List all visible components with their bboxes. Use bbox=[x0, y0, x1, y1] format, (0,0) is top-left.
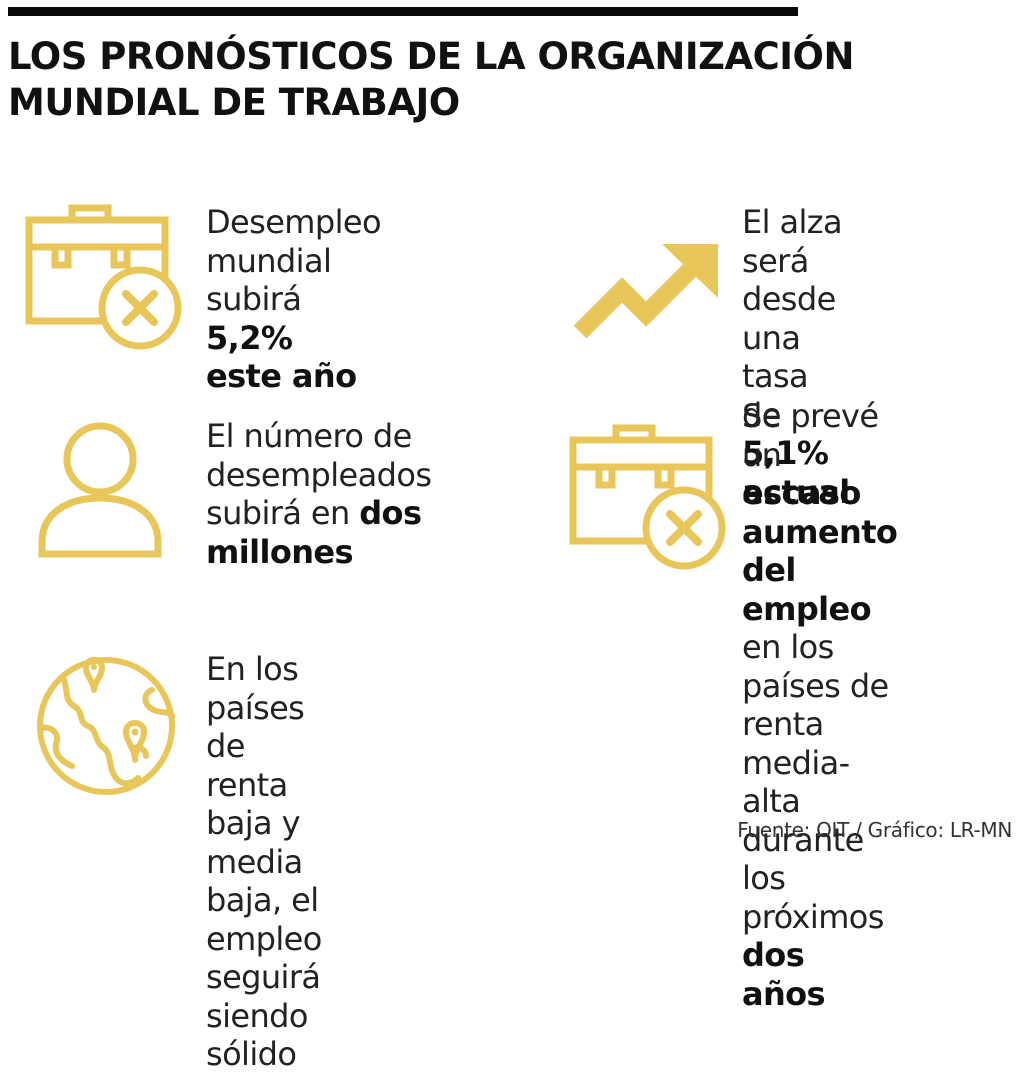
text-line: baja y media baja, el bbox=[206, 804, 319, 919]
forecast-text: En los países de renta baja y media baja… bbox=[206, 650, 322, 1074]
highlight-value: escaso bbox=[742, 474, 861, 512]
source-credit: Fuente: OIT / Gráfico: LR-MN bbox=[737, 818, 1012, 842]
text-line: El número de bbox=[206, 417, 412, 455]
text-line: Se prevé un bbox=[742, 397, 879, 474]
text-line: siendo sólido bbox=[206, 996, 308, 1074]
text-line: mundial bbox=[206, 241, 332, 280]
text-line: países de renta bbox=[742, 666, 889, 744]
highlight-value: dos bbox=[359, 494, 422, 532]
text-line: subirá en bbox=[206, 494, 360, 532]
text-line: empleo seguirá bbox=[206, 919, 322, 997]
highlight-value: dos años bbox=[742, 936, 826, 1013]
text-line: En los países de renta bbox=[206, 650, 305, 804]
text-line: desde una bbox=[742, 280, 836, 357]
text-line: El alza será bbox=[742, 203, 843, 280]
highlight-value: millones bbox=[206, 532, 354, 571]
highlight-value: 5,1% actual bbox=[742, 434, 850, 511]
text-line: Desempleo bbox=[206, 203, 382, 241]
forecast-text: Desempleo mundial subirá 5,2% este año bbox=[206, 203, 382, 396]
highlight-value: este año bbox=[206, 357, 357, 395]
trend-up-arrow-icon bbox=[570, 238, 720, 342]
text-line: tasa de bbox=[742, 357, 809, 434]
text-line: en los bbox=[742, 628, 834, 666]
highlight-value: aumento del bbox=[742, 512, 898, 590]
top-rule bbox=[8, 7, 798, 16]
page-title: LOS PRONÓSTICOS DE LA ORGANIZACIÓN MUNDI… bbox=[8, 34, 908, 126]
briefcase-x-icon bbox=[566, 418, 726, 573]
globe-pin-icon bbox=[34, 650, 180, 798]
text-line: subirá bbox=[206, 280, 302, 318]
text-line: próximos bbox=[742, 897, 884, 936]
title-line-2: MUNDIAL DE TRABAJO bbox=[8, 81, 460, 124]
text-line: desempleados bbox=[206, 455, 432, 494]
text-line: media-alta bbox=[742, 743, 850, 821]
person-icon bbox=[34, 420, 166, 560]
forecast-text: Se prevé un escaso aumento del empleo en… bbox=[742, 397, 898, 1013]
highlight-value: empleo bbox=[742, 589, 872, 628]
briefcase-x-icon bbox=[22, 198, 182, 353]
forecast-text: El alza será desde una tasa de 5,1% actu… bbox=[742, 203, 850, 511]
highlight-value: 5,2% bbox=[206, 318, 293, 357]
title-line-1: LOS PRONÓSTICOS DE LA ORGANIZACIÓN bbox=[8, 35, 854, 78]
forecast-text: El número de desempleados subirá en dos … bbox=[206, 417, 432, 571]
